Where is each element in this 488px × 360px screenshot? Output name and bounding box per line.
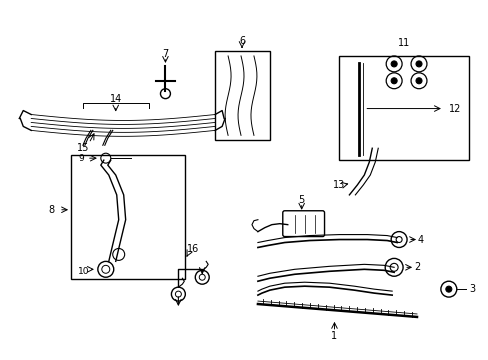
Circle shape [390,61,396,67]
Text: 14: 14 [109,94,122,104]
Text: 5: 5 [298,195,304,205]
Text: 4: 4 [417,234,423,244]
Text: 8: 8 [48,205,54,215]
Text: 6: 6 [239,36,244,46]
Text: 7: 7 [162,49,168,59]
Text: 3: 3 [468,284,475,294]
Text: 10: 10 [78,267,89,276]
Bar [71,155,185,279]
Text: 11: 11 [397,38,409,48]
Text: 2: 2 [413,262,419,272]
Bar [339,56,468,160]
Text: 15: 15 [77,143,89,153]
FancyBboxPatch shape [282,211,324,237]
Circle shape [415,78,421,84]
Text: 1: 1 [331,331,337,341]
Circle shape [445,286,451,292]
Circle shape [390,78,396,84]
Text: 9: 9 [78,154,83,163]
Bar [215,51,269,140]
Text: 16: 16 [187,244,199,255]
Text: 13: 13 [333,180,345,190]
Circle shape [415,61,421,67]
Text: 12: 12 [447,104,460,113]
